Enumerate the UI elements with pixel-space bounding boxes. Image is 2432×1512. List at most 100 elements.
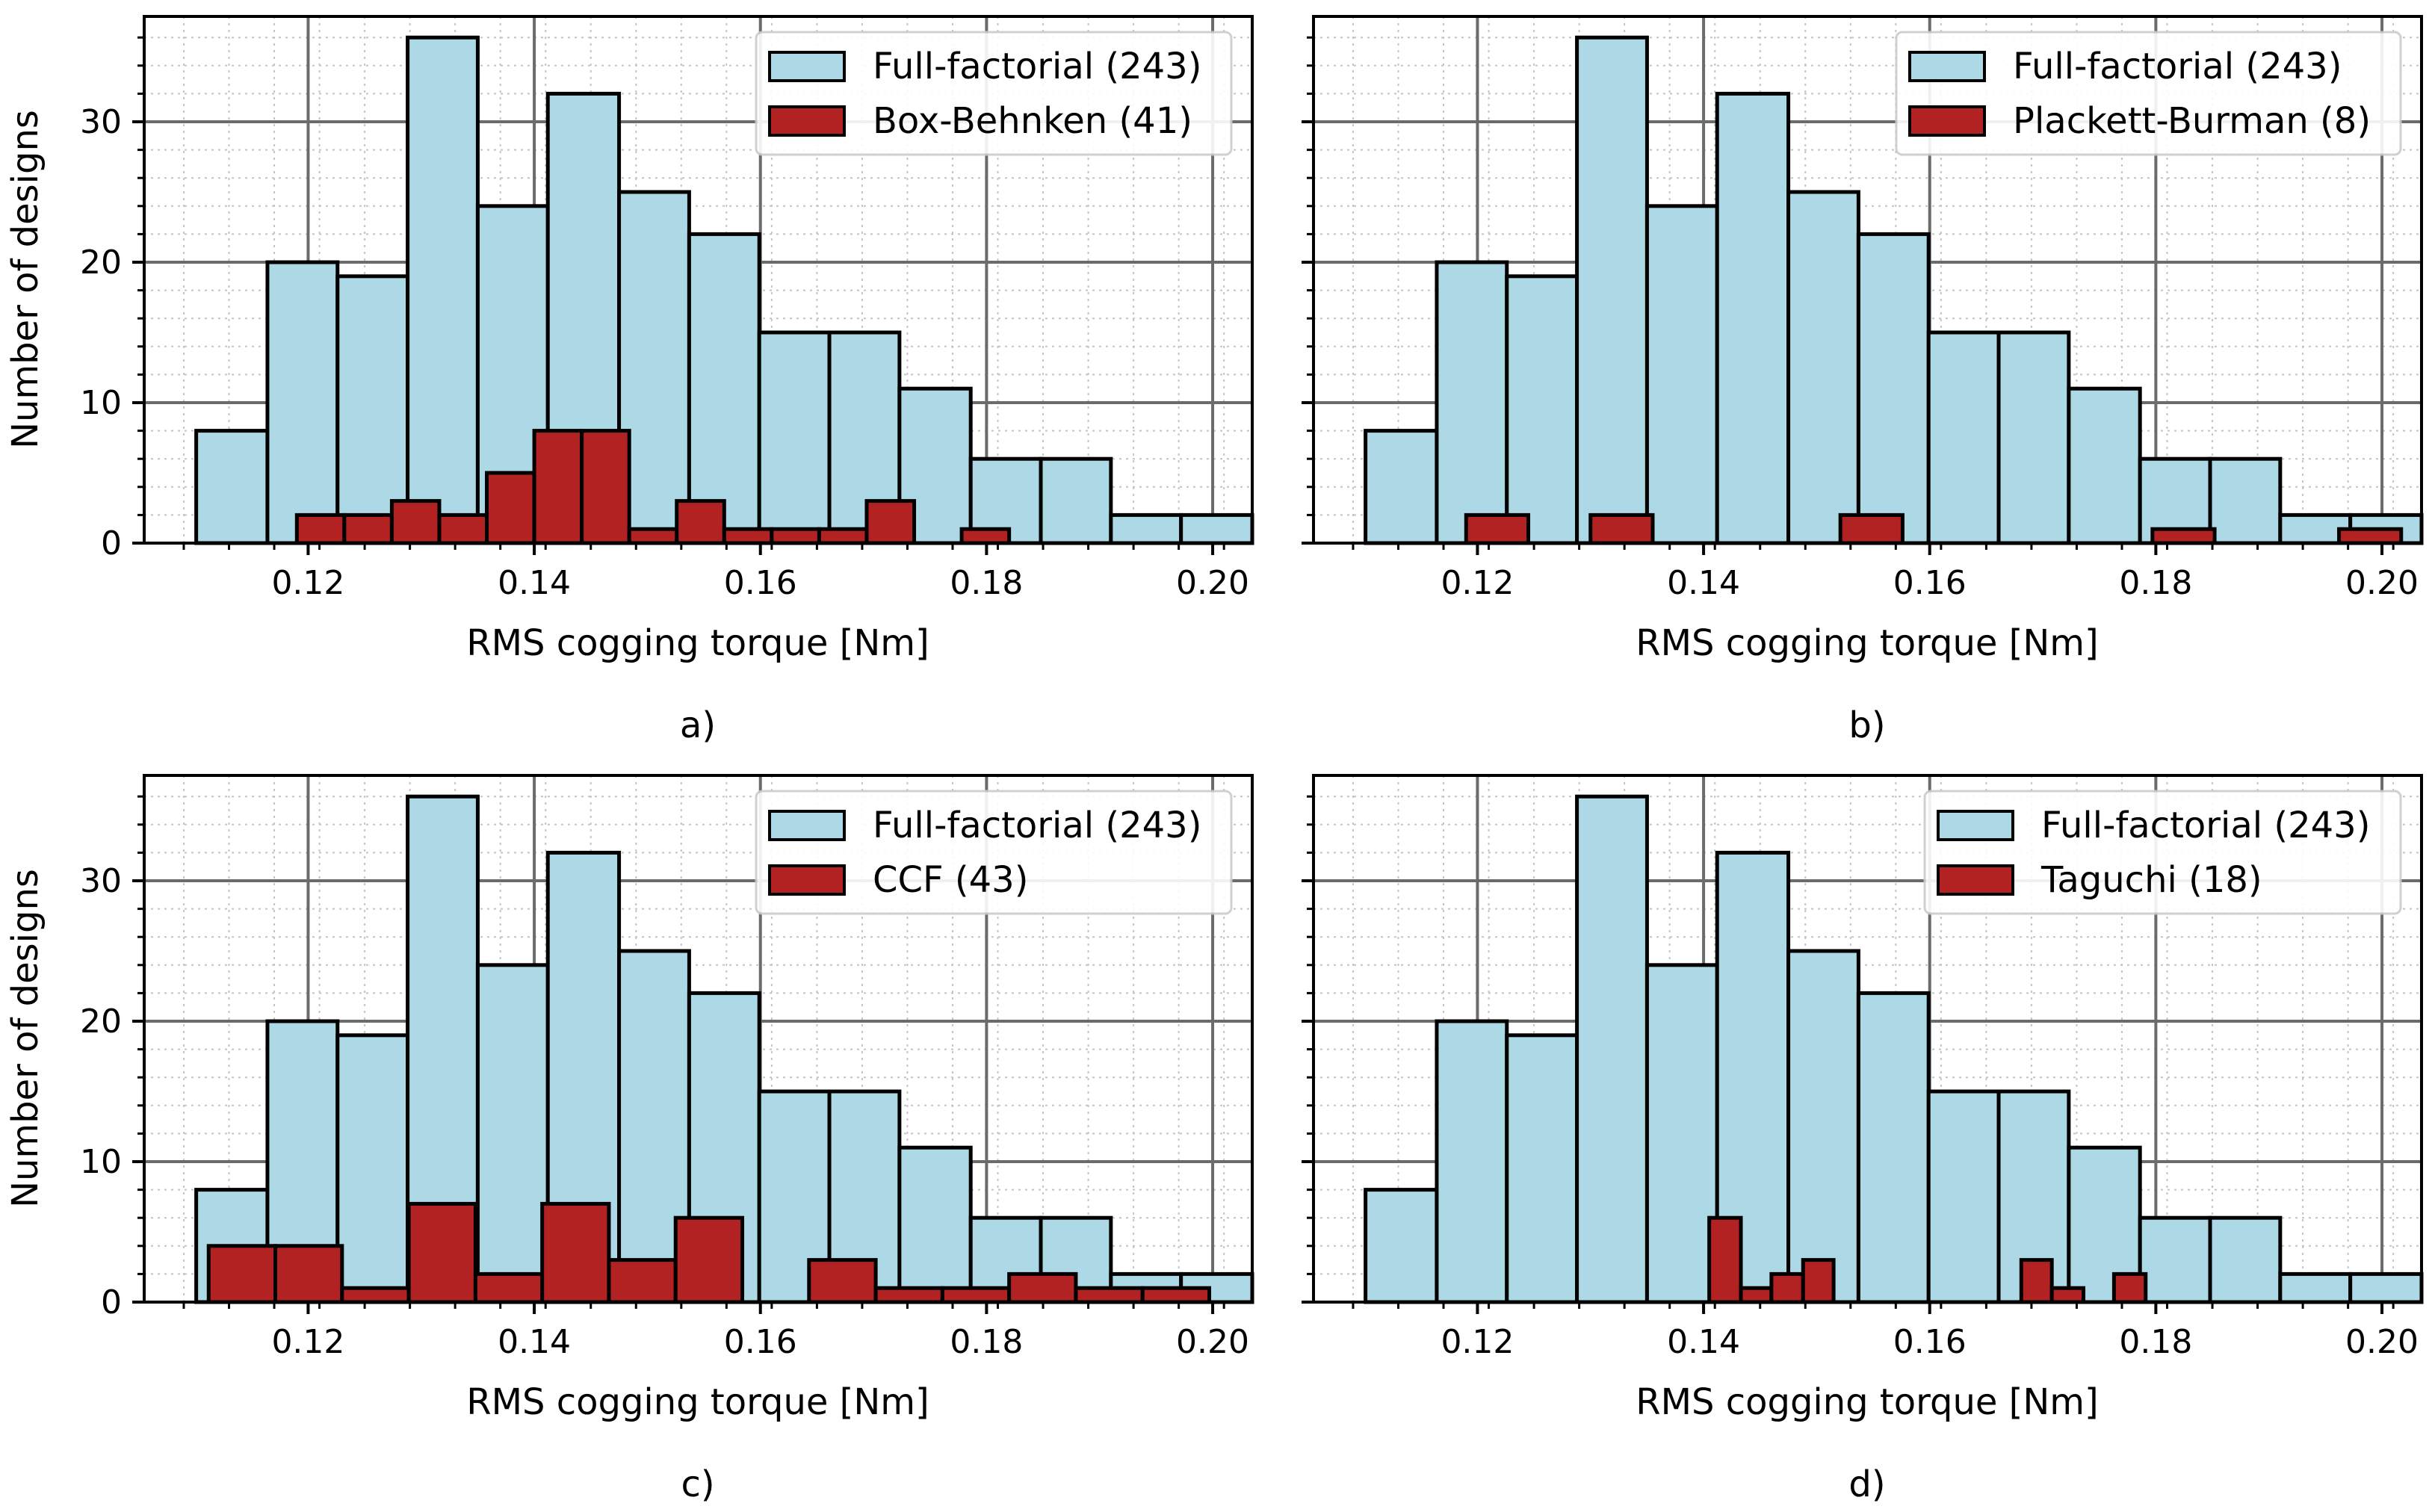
panel-d: 0.12 0.14 0.16 0.18 0.20 RMS cogging torque … xyxy=(1302,774,2424,1505)
histogram-bar-full-factorial xyxy=(2348,1271,2424,1304)
histogram-bar-full-factorial xyxy=(1435,260,1509,545)
histogram-bar-subset xyxy=(1838,512,1905,545)
x-tick-label: 0.18 xyxy=(2119,564,2192,602)
legend-label-full: Full-factorial (243) xyxy=(873,805,1201,846)
y-tick-label: 0 xyxy=(101,1283,122,1322)
legend-label-full: Full-factorial (243) xyxy=(2013,46,2342,87)
panel-label: c) xyxy=(681,1463,714,1505)
legend-swatch-full xyxy=(768,810,846,841)
histogram-bar-subset xyxy=(873,1286,944,1304)
histogram-bar-subset xyxy=(532,429,584,545)
x-tick-label: 0.14 xyxy=(1667,1323,1740,1361)
legend-label-subset: Box-Behnken (41) xyxy=(873,100,1192,142)
histogram-bar-subset xyxy=(1464,512,1531,545)
y-tick-label: 20 xyxy=(80,244,122,282)
histogram-bar-subset xyxy=(1140,1286,1211,1304)
legend: Full-factorial (243) Plackett-Burman (8) xyxy=(1895,31,2402,156)
histogram-bar-full-factorial xyxy=(1039,456,1113,545)
x-tick-label: 0.20 xyxy=(1176,564,1249,602)
x-tick-label: 0.20 xyxy=(1176,1323,1249,1361)
histogram-bar-subset xyxy=(770,527,821,545)
histogram-bar-subset xyxy=(673,1215,745,1304)
histogram-bar-full-factorial xyxy=(2067,386,2142,545)
x-tick-label: 0.14 xyxy=(1667,564,1740,602)
legend-label-full: Full-factorial (243) xyxy=(2041,805,2370,846)
histogram-bar-full-factorial xyxy=(1715,91,1791,545)
y-tick-label: 0 xyxy=(101,524,122,563)
histogram-bar-full-factorial xyxy=(1996,330,2071,545)
histogram-bar-full-factorial xyxy=(1435,1019,1509,1304)
panel-label: b) xyxy=(1848,704,1885,746)
legend-swatch-subset xyxy=(1908,105,1986,137)
x-axis-label: RMS cogging torque [Nm] xyxy=(1636,1381,2099,1423)
legend-label-subset: Plackett-Burman (8) xyxy=(2013,100,2371,142)
histogram-bar-subset xyxy=(864,499,917,545)
histogram-bar-full-factorial xyxy=(406,35,480,545)
legend-swatch-subset xyxy=(768,105,846,137)
histogram-bar-full-factorial xyxy=(1644,963,1719,1304)
histogram-bar-full-factorial xyxy=(475,963,550,1304)
histogram-bar-subset xyxy=(340,1286,411,1304)
x-tick-label: 0.16 xyxy=(1893,1323,1967,1361)
legend: Full-factorial (243) Taguchi (18) xyxy=(1923,790,2402,915)
histogram-bar-subset xyxy=(485,471,536,545)
x-tick-label: 0.20 xyxy=(2345,1323,2419,1361)
legend-swatch-full xyxy=(1937,810,2014,841)
histogram-bar-full-factorial xyxy=(1505,1033,1579,1304)
x-tick-label: 0.18 xyxy=(950,564,1023,602)
y-axis-label: Number of designs xyxy=(4,110,46,449)
legend-label-subset: CCF (43) xyxy=(873,859,1028,901)
x-tick-label: 0.12 xyxy=(1441,1323,1514,1361)
histogram-bar-subset xyxy=(2337,527,2404,545)
legend-swatch-subset xyxy=(1937,864,2014,896)
x-tick-label: 0.16 xyxy=(1893,564,1967,602)
legend: Full-factorial (243) Box-Behnken (41) xyxy=(755,31,1233,156)
legend: Full-factorial (243) CCF (43) xyxy=(755,790,1233,915)
histogram-bar-subset xyxy=(1007,1271,1078,1304)
histogram-bar-full-factorial xyxy=(687,232,761,545)
histogram-bar-subset xyxy=(1739,1286,1774,1304)
panel-a: 0.12 0.14 0.16 0.18 0.20 0 10 20 30 RMS cogging… xyxy=(4,15,1254,746)
histogram-bar-full-factorial xyxy=(1575,35,1649,545)
histogram-bar-subset xyxy=(2150,527,2217,545)
histogram-bar-subset xyxy=(807,1258,878,1304)
x-tick-label: 0.16 xyxy=(724,564,797,602)
histogram-bar-full-factorial xyxy=(1364,1188,1439,1304)
histogram-bar-subset xyxy=(437,512,489,545)
y-axis-label: Number of designs xyxy=(4,869,46,1208)
histogram-bar-subset xyxy=(1588,512,1655,545)
x-tick-label: 0.18 xyxy=(950,1323,1023,1361)
x-tick-label: 0.12 xyxy=(271,1323,344,1361)
histogram-bar-subset xyxy=(1769,1271,1805,1304)
y-tick-label: 30 xyxy=(80,862,122,900)
x-axis-label: RMS cogging torque [Nm] xyxy=(466,1381,929,1423)
legend-swatch-full xyxy=(768,51,846,82)
histogram-bar-full-factorial xyxy=(1926,1089,2001,1304)
histogram-bar-full-factorial xyxy=(1856,991,1931,1304)
x-tick-label: 0.14 xyxy=(498,564,571,602)
panel-label: a) xyxy=(680,704,716,746)
histogram-bar-full-factorial xyxy=(897,1145,973,1304)
histogram-bar-subset xyxy=(959,527,1012,545)
x-tick-label: 0.14 xyxy=(498,1323,571,1361)
x-axis-label: RMS cogging torque [Nm] xyxy=(1636,622,2099,664)
histogram-bar-subset xyxy=(2049,1286,2086,1304)
y-tick-label: 10 xyxy=(80,1143,122,1181)
histogram-bar-full-factorial xyxy=(2278,1271,2353,1304)
x-tick-label: 0.16 xyxy=(724,1323,797,1361)
histogram-bar-subset xyxy=(294,512,347,545)
histogram-bar-subset xyxy=(1707,1215,1743,1304)
y-tick-label: 20 xyxy=(80,1003,122,1041)
histogram-bar-full-factorial xyxy=(2208,1215,2283,1304)
panel-c: 0.12 0.14 0.16 0.18 0.20 0 10 20 30 RMS cogging… xyxy=(4,774,1254,1505)
histogram-bar-subset xyxy=(675,499,726,545)
histogram-bar-full-factorial xyxy=(265,260,340,545)
legend-swatch-subset xyxy=(768,864,846,896)
panel-label: d) xyxy=(1848,1463,1885,1505)
histogram-bar-full-factorial xyxy=(2138,1215,2212,1304)
histogram-bar-full-factorial xyxy=(1575,794,1649,1304)
histogram-bar-subset xyxy=(473,1271,545,1304)
histogram-bar-subset xyxy=(607,1258,678,1304)
histogram-bar-subset xyxy=(406,1201,477,1304)
histogram-bar-subset xyxy=(342,512,394,545)
